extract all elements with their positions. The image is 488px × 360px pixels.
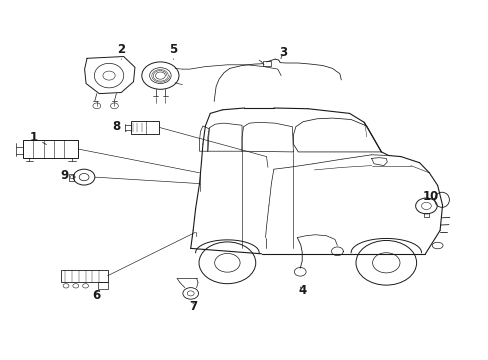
Text: 1: 1 <box>29 131 46 144</box>
Text: 5: 5 <box>169 43 177 59</box>
Bar <box>98 282 107 289</box>
Text: 2: 2 <box>117 43 125 59</box>
Text: 6: 6 <box>93 289 101 302</box>
Bar <box>262 61 271 66</box>
Bar <box>131 121 159 134</box>
Bar <box>69 174 74 181</box>
Text: 10: 10 <box>421 190 438 203</box>
Text: 4: 4 <box>298 284 305 297</box>
Bar <box>61 270 107 282</box>
Text: 7: 7 <box>189 300 197 313</box>
Text: 3: 3 <box>279 46 287 59</box>
Text: 8: 8 <box>112 120 126 133</box>
Bar <box>23 140 78 158</box>
Bar <box>423 213 428 217</box>
Text: 9: 9 <box>61 169 76 182</box>
